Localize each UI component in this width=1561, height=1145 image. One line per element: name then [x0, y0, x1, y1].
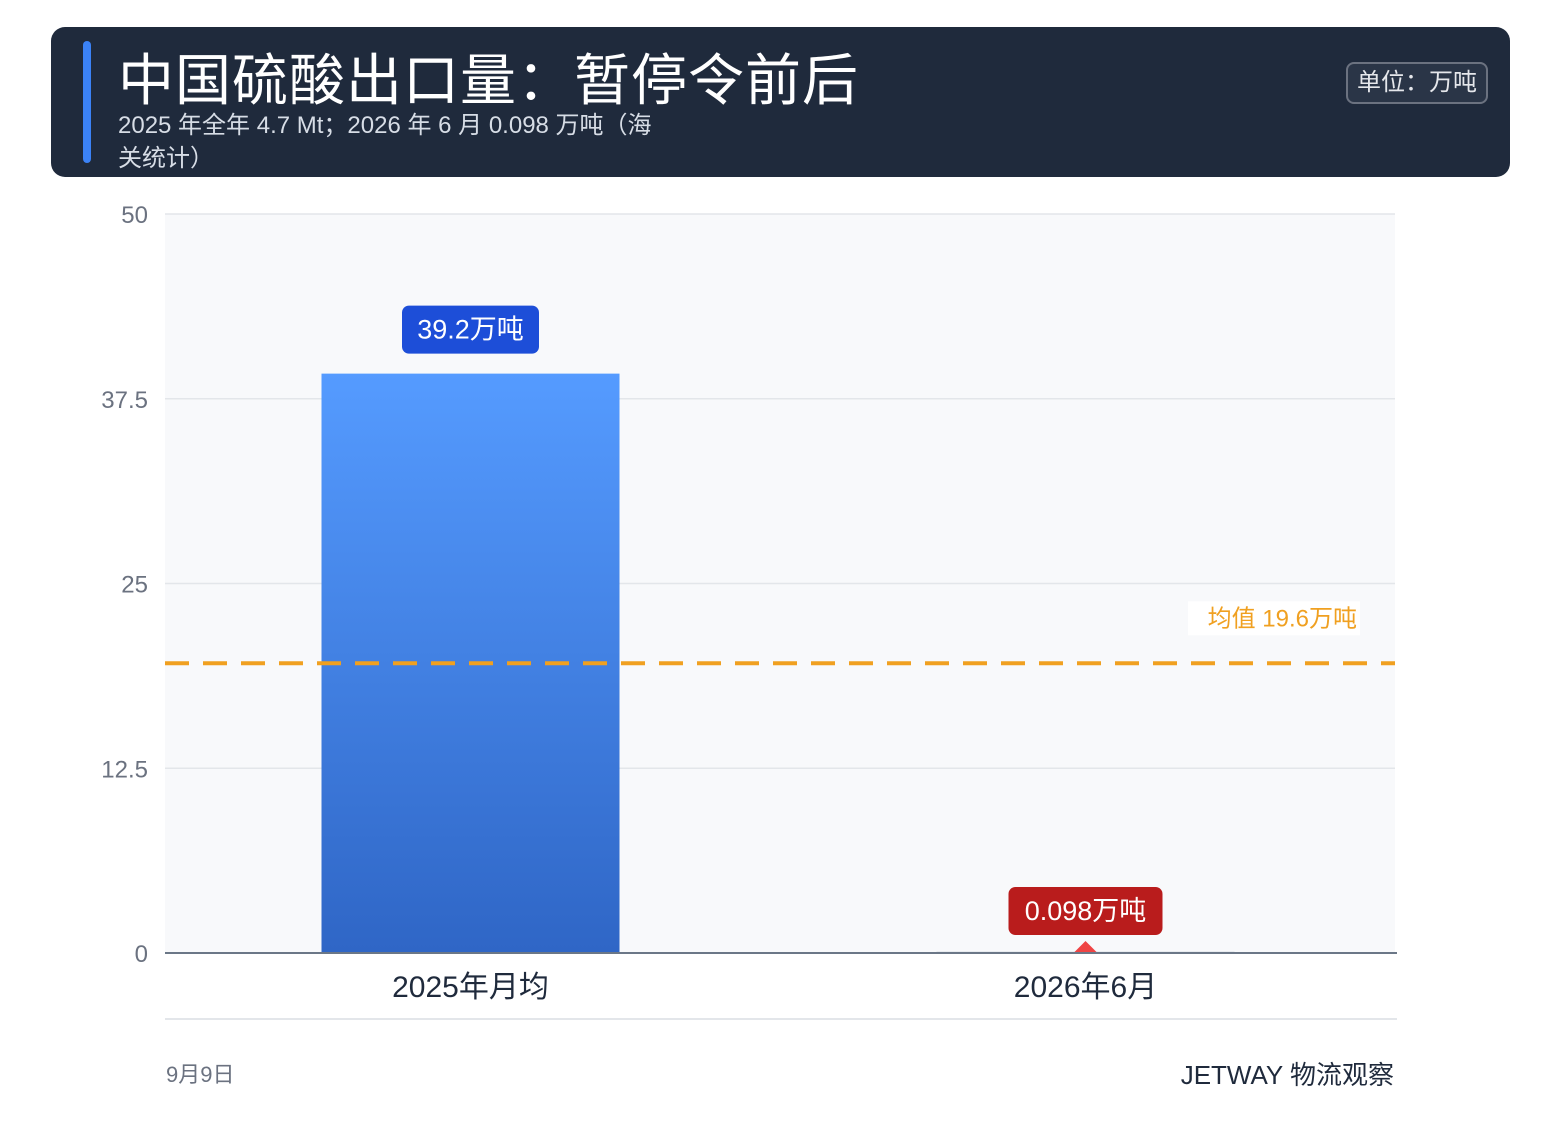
x-tick-label: 2026年6月: [1014, 971, 1157, 1004]
y-tick-label: 0: [135, 941, 148, 968]
header-accent-bar: [83, 41, 91, 163]
footer-date: 9月9日: [166, 1062, 235, 1087]
reference-line-group: 均值 19.6万吨: [165, 601, 1395, 666]
chart-subtitle: 2025 年全年 4.7 Mt；2026 年 6 月 0.098 万吨（海关统计…: [118, 112, 652, 172]
reference-line-label: 均值 19.6万吨: [1208, 605, 1357, 632]
value-label: 0.098万吨: [1025, 896, 1147, 926]
y-tick-label: 50: [121, 202, 148, 229]
x-tick-label: 2025年月均: [392, 971, 549, 1004]
chart-title: 中国硫酸出口量：暂停令前后: [118, 49, 859, 112]
y-tick-label: 25: [121, 572, 148, 599]
x-axis-ticks: 2025年月均 2026年6月: [392, 971, 1157, 1004]
value-label: 39.2万吨: [417, 315, 524, 345]
value-label-box: [402, 305, 539, 354]
footer-brand: JETWAY 物流观察: [1180, 1060, 1394, 1090]
unit-badge: 单位：万吨: [1346, 62, 1488, 104]
value-label-box: [1008, 887, 1163, 935]
y-tick-label: 37.5: [101, 387, 148, 414]
header-banner: 中国硫酸出口量：暂停令前后 2025 年全年 4.7 Mt；2026 年 6 月…: [51, 27, 1510, 177]
y-axis-ticks: 0 12.5 25 37.5 50: [101, 202, 148, 968]
y-tick-label: 12.5: [101, 756, 148, 783]
reference-label-bg: [1188, 601, 1360, 636]
value-labels: 39.2万吨 0.098万吨: [402, 305, 1163, 954]
low-value-marker-icon: [1072, 941, 1099, 954]
